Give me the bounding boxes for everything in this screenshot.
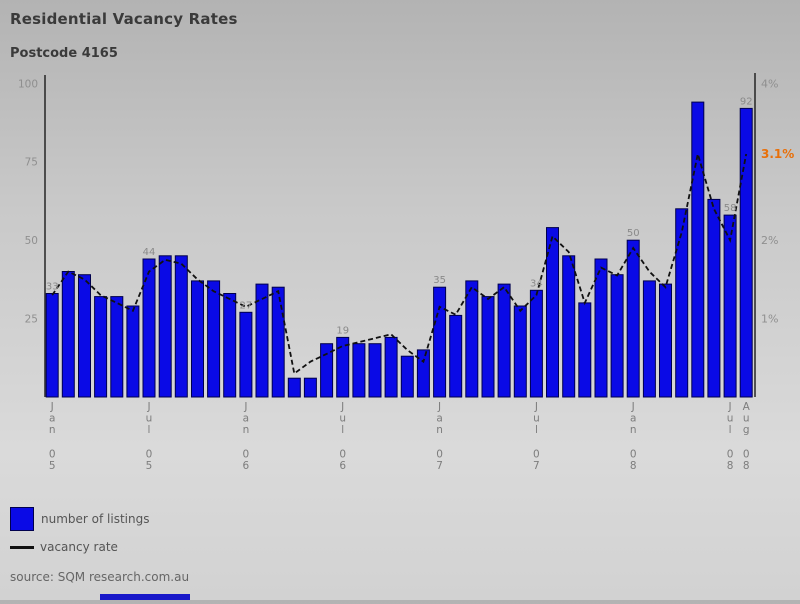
left-axis-ticks: 100 75 50 25 — [18, 78, 38, 325]
right-axis-ticks: 4% 2% 1% 3.1% — [761, 77, 794, 325]
listing-bar — [675, 208, 689, 398]
listing-bar — [642, 280, 656, 398]
listing-bar — [497, 283, 511, 398]
listing-bar — [207, 280, 221, 398]
listing-bar — [691, 101, 705, 398]
listing-bar — [546, 227, 559, 398]
left-tick-label: 100 — [18, 78, 38, 90]
vacancy-line-swatch-icon — [10, 545, 34, 549]
vacancy-rate-line — [51, 153, 748, 376]
listing-bar — [449, 314, 463, 398]
chart-legend: number of listings vacancy rate — [10, 507, 149, 563]
bar-value-labels: 33 44 27 19 35 34 50 58 92 — [46, 96, 753, 336]
bar-value-label: 58 — [724, 203, 737, 214]
listings-swatch-icon — [10, 507, 34, 531]
listing-bar — [352, 343, 366, 398]
listing-bar — [255, 283, 269, 398]
listing-bar — [303, 377, 317, 398]
page-title: Residential Vacancy Rates — [10, 10, 238, 28]
listing-bar — [78, 274, 91, 398]
current-vacancy-rate-label: 3.1% — [761, 147, 794, 161]
listing-bar — [336, 336, 350, 398]
left-tick-label: 25 — [25, 314, 38, 326]
listing-bar — [626, 239, 640, 398]
bar-value-label: 44 — [143, 247, 156, 258]
listing-bar — [384, 336, 398, 398]
listing-bar — [287, 377, 301, 398]
listing-bar — [659, 283, 672, 398]
postcode-subtitle: Postcode 4165 — [10, 46, 118, 61]
bar-value-label: 19 — [336, 325, 349, 336]
listing-bar — [126, 305, 140, 398]
listing-bar — [416, 349, 430, 398]
bar-value-label: 92 — [740, 96, 753, 107]
listing-bar — [142, 258, 156, 398]
right-tick-label: 4% — [761, 77, 778, 90]
listing-bar — [94, 296, 108, 398]
listing-bar — [481, 296, 495, 398]
right-tick-label: 2% — [761, 234, 778, 247]
right-tick-label: 1% — [761, 313, 778, 326]
listing-bar — [239, 311, 253, 398]
listing-bar — [61, 271, 75, 398]
listing-bars — [45, 101, 753, 398]
listing-bar — [578, 302, 592, 398]
bar-value-label: 50 — [627, 228, 640, 239]
bar-value-label: 34 — [530, 278, 543, 289]
listing-bar — [223, 293, 237, 398]
listing-bar — [110, 296, 124, 398]
legend-item-listings: number of listings — [10, 507, 149, 531]
listing-bar — [465, 280, 479, 398]
listing-bar — [594, 258, 608, 398]
legend-item-vacancy: vacancy rate — [10, 540, 149, 554]
listing-bar — [562, 255, 576, 398]
listing-bar — [158, 255, 172, 398]
listing-bar — [513, 305, 527, 398]
listing-bar — [320, 343, 334, 398]
left-tick-label: 75 — [25, 157, 38, 169]
listing-bar — [433, 286, 447, 398]
bar-value-label: 33 — [46, 282, 59, 293]
listing-bar — [368, 343, 382, 398]
listing-bar — [45, 293, 59, 398]
listing-bar — [271, 286, 285, 398]
listing-bar — [723, 214, 737, 398]
axes — [44, 73, 756, 397]
listing-bar — [739, 107, 753, 398]
listing-bar — [610, 274, 624, 398]
bar-value-label: 35 — [433, 275, 446, 286]
listing-bar — [191, 280, 204, 398]
listing-bar — [400, 355, 414, 398]
listing-bar — [529, 289, 543, 398]
bar-value-label: 27 — [240, 300, 253, 311]
left-tick-label: 50 — [25, 235, 38, 247]
legend-label-vacancy: vacancy rate — [40, 540, 118, 554]
bottom-blue-strip — [100, 594, 190, 600]
source-attribution: source: SQM research.com.au — [10, 570, 190, 584]
listing-bar — [174, 255, 188, 398]
listing-bar — [707, 198, 721, 398]
legend-label-listings: number of listings — [41, 512, 150, 526]
